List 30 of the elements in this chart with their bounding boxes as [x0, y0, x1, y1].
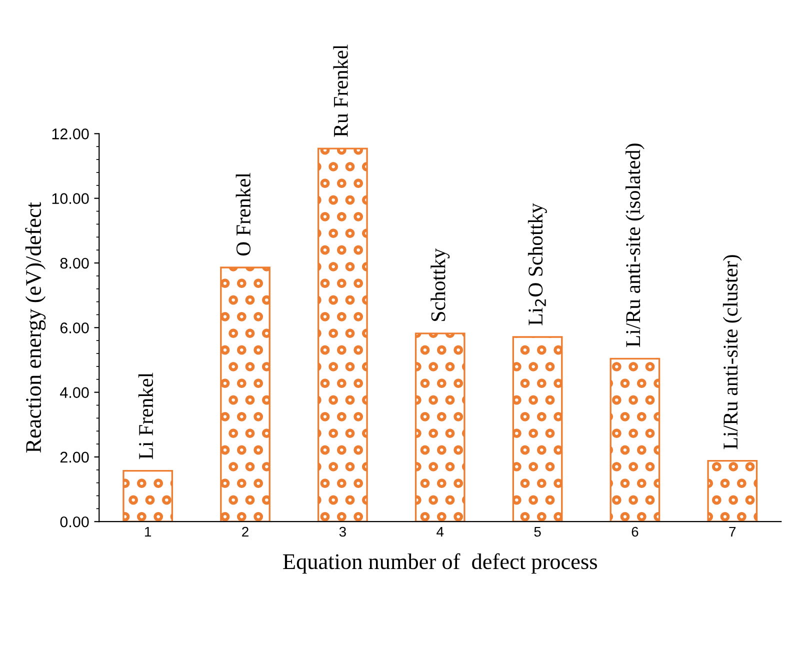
y-tick-label: 8.00	[60, 258, 89, 269]
x-axis-title: Equation number of defect process	[283, 553, 597, 574]
y-tick-label: 12.00	[52, 128, 89, 140]
x-tick-label: 7	[729, 526, 736, 537]
x-tick-label: 2	[242, 526, 248, 537]
y-tick-label: 4.00	[60, 387, 89, 398]
x-tick-label: 4	[436, 526, 444, 537]
x-tick-label: 3	[339, 526, 346, 537]
annotation: Ru Frenkel	[333, 44, 348, 137]
y-tick-label: 6.00	[60, 322, 89, 334]
bar	[318, 148, 368, 522]
annotation: Li/Ru anti-site (cluster)	[722, 255, 742, 450]
bar	[610, 358, 660, 522]
bar	[220, 266, 270, 522]
bar	[512, 336, 563, 522]
x-tick-label: 6	[632, 526, 638, 537]
annotation: O Frenkel	[236, 172, 250, 256]
y-tick-label: 2.00	[60, 452, 89, 463]
x-tick-label: 1	[145, 526, 152, 537]
bar	[707, 460, 758, 522]
y-axis-title: Reaction energy (eV)/defect	[25, 202, 46, 453]
annotation: Schottky	[430, 248, 450, 321]
annotation: Li Frenkel	[138, 372, 154, 460]
bar	[122, 470, 174, 522]
bar	[414, 332, 466, 522]
x-tick-label: 5	[534, 526, 541, 537]
y-tick-label: 0.00	[60, 516, 89, 528]
annotation: Li$_{2}$O Schottky	[528, 203, 547, 326]
y-tick-label: 10.00	[52, 193, 89, 204]
annotation: Li/Ru anti-site (isolated)	[626, 144, 644, 347]
